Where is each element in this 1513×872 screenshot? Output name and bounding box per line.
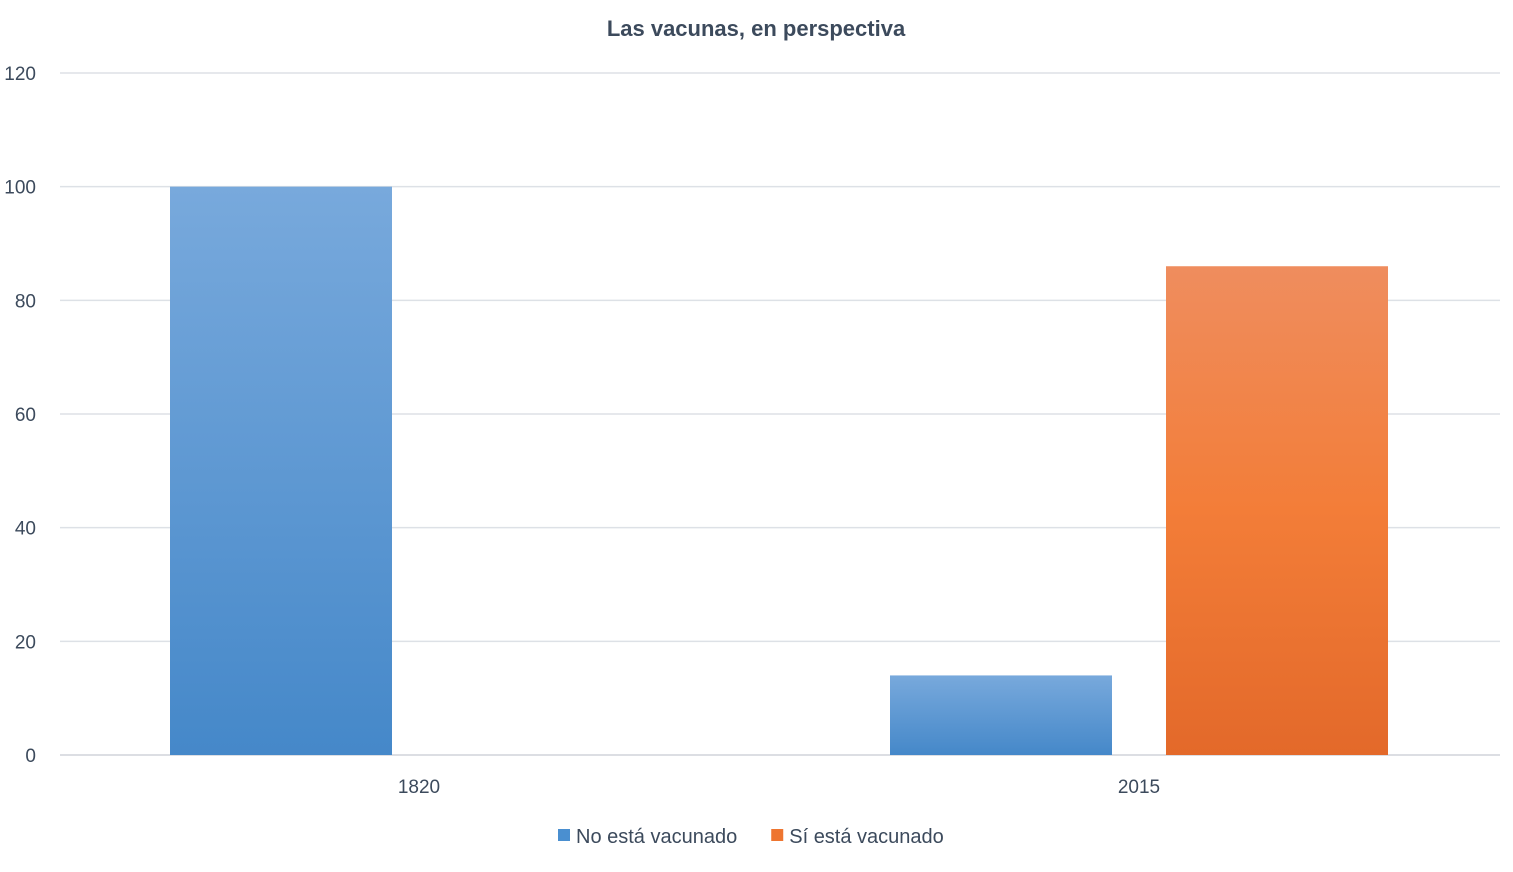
x-tick-label: 1820 (398, 777, 440, 798)
bar-1820-0 (170, 186, 392, 755)
y-tick-label: 60 (15, 405, 36, 426)
legend-swatch (771, 829, 784, 841)
y-tick-label: 80 (15, 291, 36, 312)
y-tick-label: 40 (15, 519, 36, 540)
bar-2015-0 (890, 675, 1112, 755)
legend-swatch (558, 829, 570, 841)
y-tick-label: 120 (4, 64, 36, 85)
y-tick-label: 20 (15, 632, 36, 653)
x-tick-label: 2015 (1118, 777, 1160, 798)
legend-label: No está vacunado (576, 826, 737, 848)
y-tick-label: 0 (25, 746, 36, 767)
legend-label: Sí está vacunado (789, 826, 944, 848)
y-tick-label: 100 (4, 178, 36, 199)
bar-2015-1 (1166, 266, 1388, 755)
chart-title: Las vacunas, en perspectiva (607, 16, 906, 41)
